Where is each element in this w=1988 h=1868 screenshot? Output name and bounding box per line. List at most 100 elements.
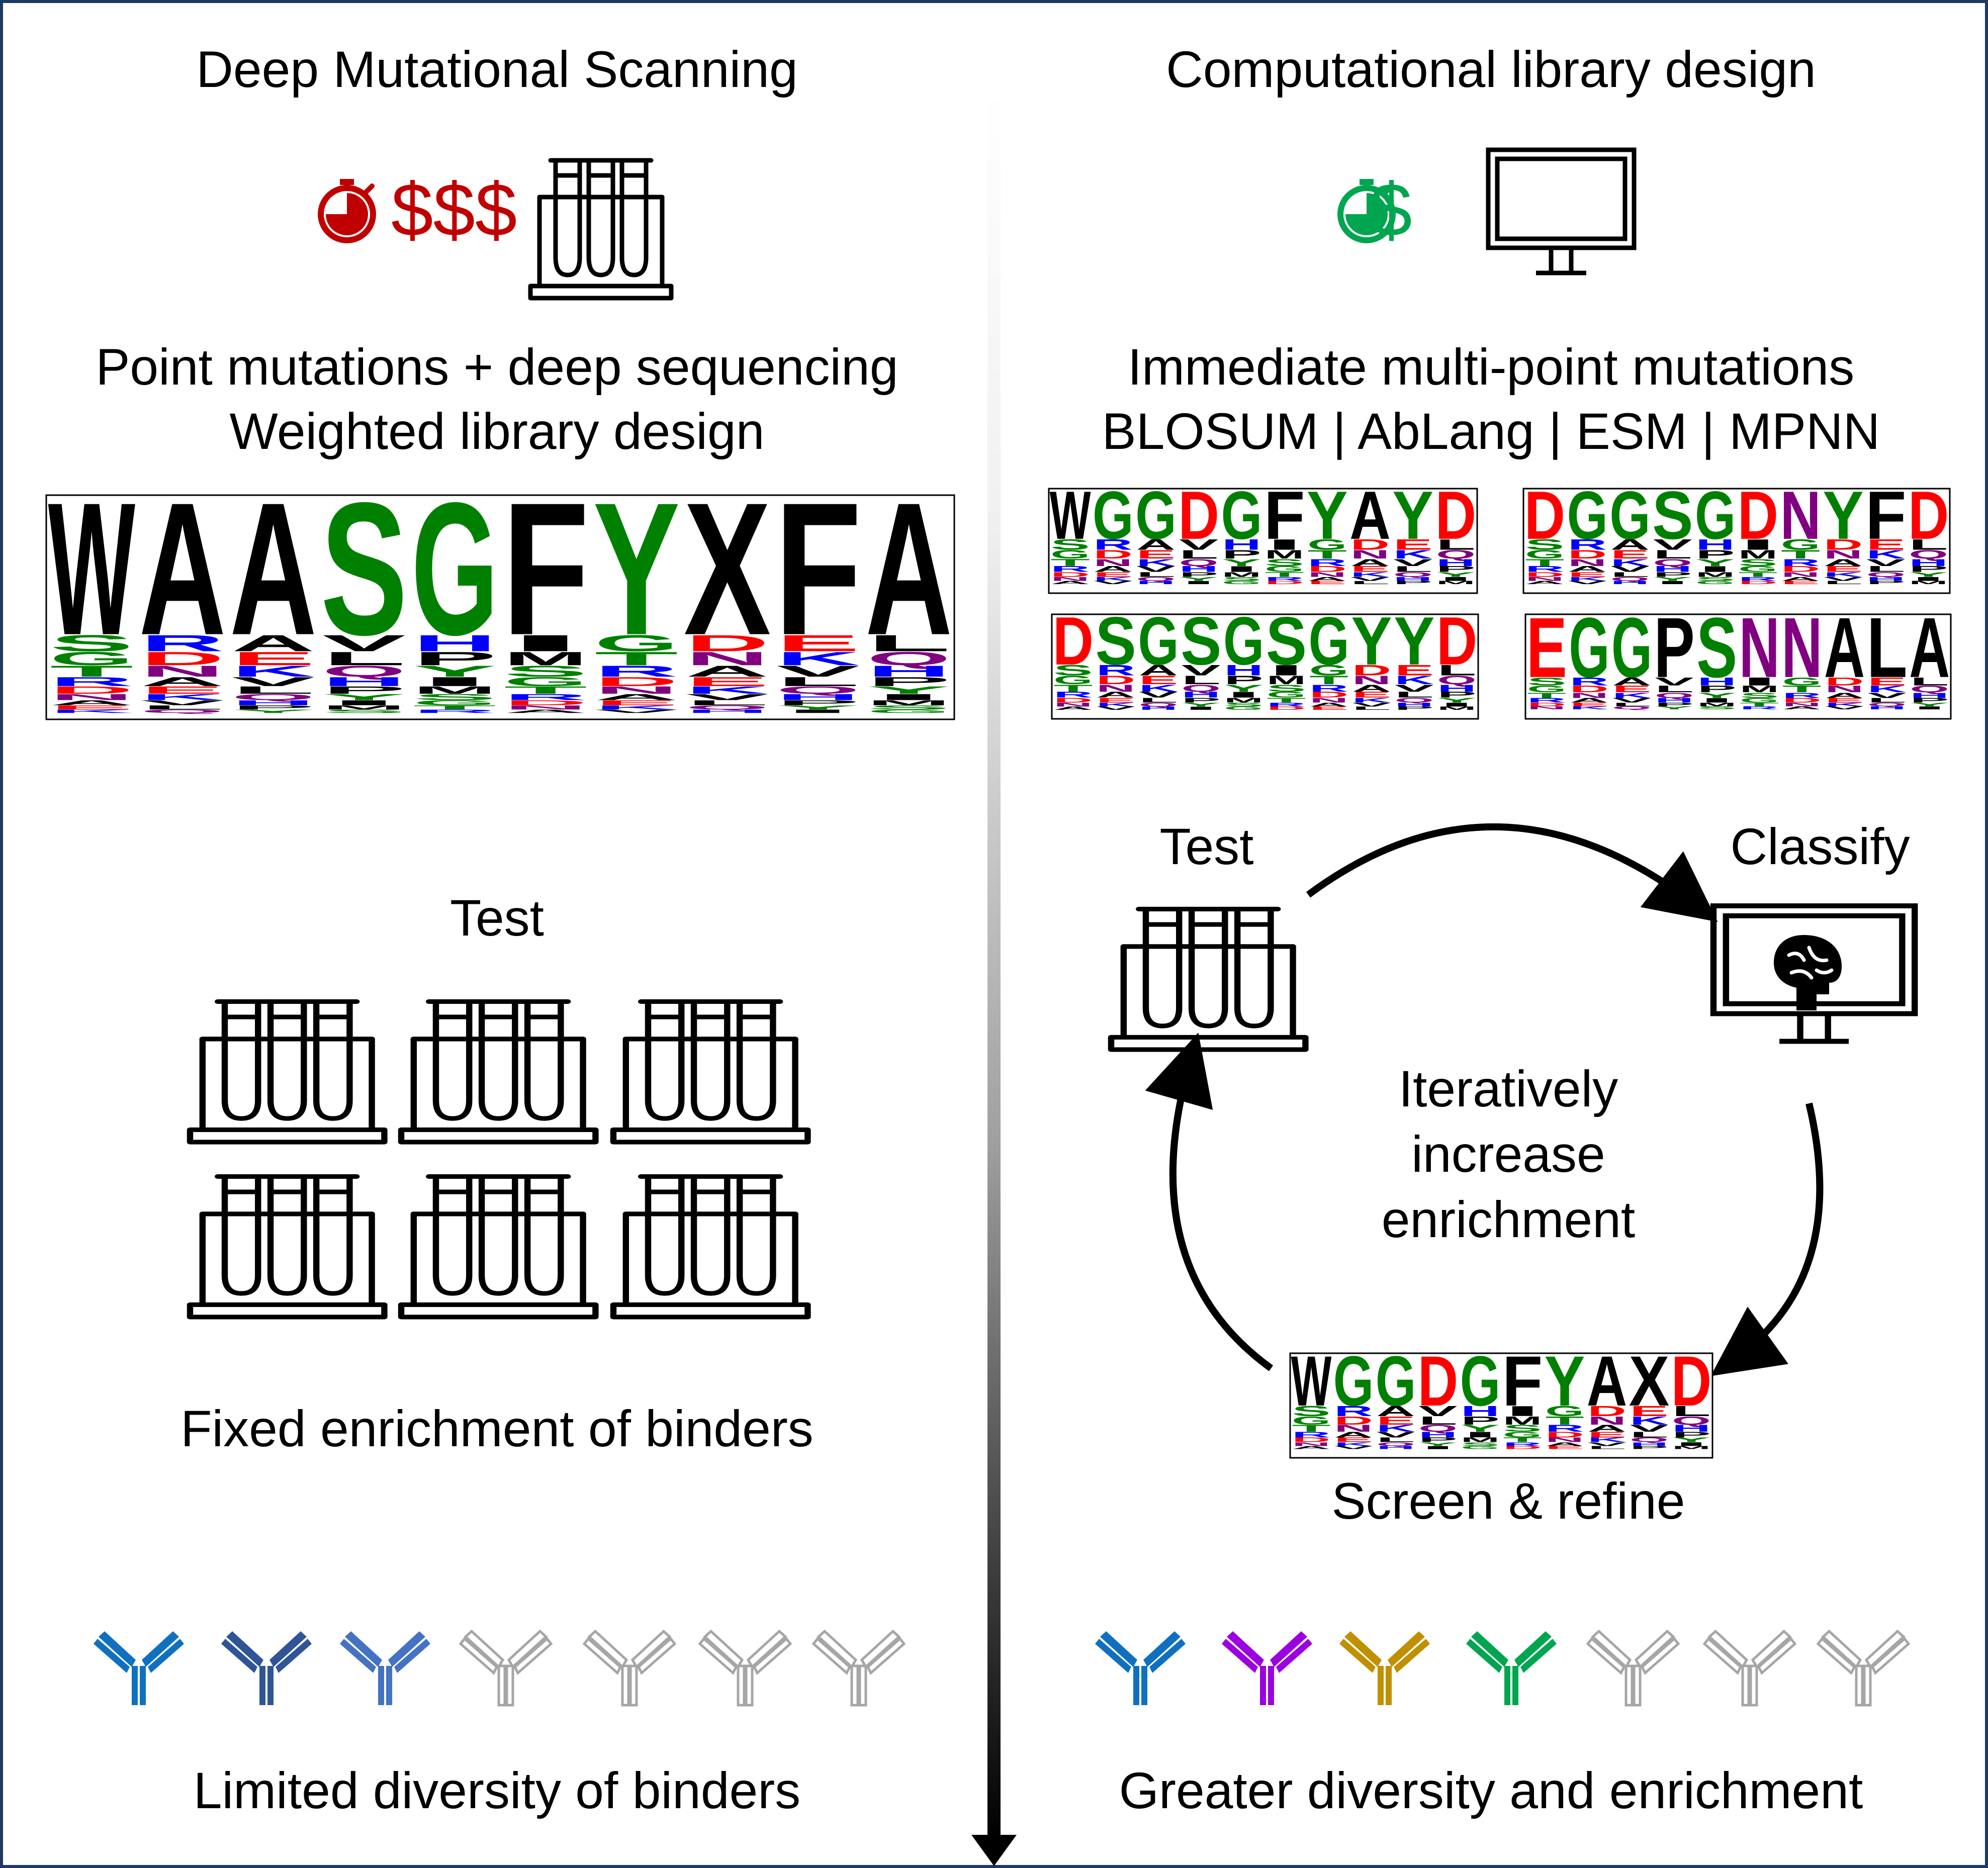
svg-text:L: L bbox=[1418, 1414, 1457, 1427]
svg-text:V: V bbox=[776, 663, 861, 680]
svg-text:M: M bbox=[1740, 684, 1779, 694]
svg-text:V: V bbox=[1655, 675, 1694, 688]
svg-text:N: N bbox=[1570, 691, 1609, 700]
svg-text:M: M bbox=[1461, 1436, 1499, 1444]
svg-text:P: P bbox=[1224, 674, 1263, 687]
svg-text:A: A bbox=[1094, 565, 1134, 574]
svg-text:H: H bbox=[685, 708, 771, 714]
svg-text:H: H bbox=[413, 630, 497, 656]
svg-text:H: H bbox=[1630, 1442, 1668, 1447]
svg-text:L: L bbox=[1587, 1445, 1626, 1450]
svg-text:T: T bbox=[1050, 557, 1090, 569]
svg-text:P: P bbox=[776, 699, 860, 707]
svg-text:N: N bbox=[1545, 1436, 1584, 1444]
svg-text:P: P bbox=[1418, 1436, 1460, 1444]
logo-residue: G bbox=[1138, 603, 1179, 679]
svg-text:K: K bbox=[1630, 1414, 1669, 1427]
logo-residue: N bbox=[1739, 600, 1780, 695]
svg-text:S: S bbox=[1527, 675, 1566, 688]
svg-text:I: I bbox=[1182, 706, 1221, 711]
logo-residue: A bbox=[865, 463, 952, 675]
svg-text:A: A bbox=[1570, 697, 1609, 704]
svg-text:T: T bbox=[1527, 691, 1569, 700]
svg-text:P: P bbox=[1672, 1431, 1710, 1439]
svg-text:I: I bbox=[776, 708, 860, 714]
svg-text:Q: Q bbox=[1182, 683, 1221, 694]
svg-text:T: T bbox=[1053, 683, 1093, 694]
svg-text:G: G bbox=[1696, 580, 1736, 585]
brain-icon bbox=[1774, 935, 1842, 1010]
svg-text:V: V bbox=[1825, 705, 1867, 710]
svg-text:H: H bbox=[1653, 565, 1692, 574]
svg-text:T: T bbox=[1267, 696, 1306, 704]
svg-text:P: P bbox=[1653, 571, 1693, 578]
svg-text:R: R bbox=[1545, 1424, 1585, 1434]
svg-text:A: A bbox=[1136, 536, 1176, 553]
svg-text:H: H bbox=[1697, 675, 1737, 688]
left-enrichment-label: Fixed enrichment of binders bbox=[180, 1400, 814, 1457]
svg-text:G: G bbox=[1781, 536, 1820, 553]
svg-text:A: A bbox=[1824, 557, 1863, 569]
svg-text:L: L bbox=[1352, 706, 1395, 711]
svg-text:R: R bbox=[50, 675, 133, 689]
svg-text:A: A bbox=[1587, 1424, 1627, 1434]
svg-text:D: D bbox=[1503, 1445, 1542, 1450]
right-title: Computational library design bbox=[1166, 41, 1816, 98]
svg-text:H: H bbox=[1672, 1424, 1710, 1434]
svg-text:N: N bbox=[595, 685, 678, 696]
svg-text:E: E bbox=[685, 675, 769, 689]
svg-text:L: L bbox=[1655, 684, 1694, 694]
svg-text:D: D bbox=[1050, 571, 1092, 578]
svg-text:G: G bbox=[1461, 1445, 1501, 1450]
svg-text:L: L bbox=[1672, 1403, 1710, 1419]
sequence-logo-right-4: ESGTRDNGRDNAEKGAEKVLQPVLQHPYSHPYIMSNIMSG… bbox=[1524, 600, 1952, 720]
svg-text:P: P bbox=[1697, 684, 1737, 694]
svg-text:G: G bbox=[413, 699, 498, 707]
svg-text:V: V bbox=[1139, 691, 1179, 700]
svg-text:D: D bbox=[50, 685, 133, 696]
svg-text:H: H bbox=[1222, 536, 1261, 553]
svg-text:E: E bbox=[1352, 691, 1392, 700]
svg-text:H: H bbox=[1395, 702, 1434, 708]
logo-residue: W bbox=[48, 463, 136, 675]
svg-text:K: K bbox=[1395, 674, 1435, 687]
svg-text:G: G bbox=[1224, 706, 1264, 711]
logo-residue: G bbox=[1695, 477, 1736, 553]
svg-text:P: P bbox=[1393, 580, 1433, 585]
logo-residue: S bbox=[320, 463, 407, 675]
svg-text:Y: Y bbox=[1224, 683, 1263, 694]
svg-text:S: S bbox=[504, 663, 587, 680]
svg-text:A: A bbox=[504, 708, 590, 714]
svg-text:R: R bbox=[1308, 557, 1347, 569]
svg-text:Q: Q bbox=[1139, 702, 1181, 708]
svg-text:L: L bbox=[1179, 548, 1218, 562]
svg-text:A: A bbox=[1545, 1442, 1586, 1447]
logo-residue: D bbox=[1524, 477, 1565, 553]
sequence-logo-left: WSGTRDNAEKARDNAEKVLQAAEKVLQHPYSVLQHPYIMS… bbox=[45, 463, 955, 720]
left-test-label: Test bbox=[449, 889, 545, 947]
svg-text:S: S bbox=[1267, 683, 1306, 694]
right-diversity-label: Greater diversity and enrichment bbox=[1119, 1762, 1863, 1819]
svg-text:D: D bbox=[1587, 1403, 1626, 1419]
svg-text:Y: Y bbox=[1179, 576, 1222, 582]
svg-text:E: E bbox=[1395, 662, 1434, 679]
svg-text:K: K bbox=[776, 648, 860, 670]
logo-residue: D bbox=[1435, 477, 1477, 553]
svg-text:I: I bbox=[1222, 565, 1261, 574]
svg-text:V: V bbox=[1587, 1442, 1626, 1447]
svg-text:D: D bbox=[595, 675, 678, 689]
svg-text:A: A bbox=[1525, 580, 1567, 585]
sequence-logo-screen: WSGTRDNAGRDNAEKVGAEKVLQHDVLQHPYIGHPYIMSG… bbox=[1289, 1341, 1713, 1459]
logo-residue: G bbox=[1569, 600, 1609, 695]
svg-text:K: K bbox=[1096, 702, 1136, 708]
svg-text:V: V bbox=[1867, 691, 1910, 700]
svg-text:K: K bbox=[1866, 548, 1907, 562]
svg-text:I: I bbox=[1672, 1442, 1711, 1447]
svg-text:E: E bbox=[595, 699, 678, 707]
svg-text:G: G bbox=[50, 648, 133, 670]
svg-text:N: N bbox=[504, 705, 587, 711]
svg-text:Y: Y bbox=[1909, 571, 1949, 578]
svg-text:Y: Y bbox=[1672, 1436, 1713, 1444]
svg-text:D: D bbox=[1781, 565, 1821, 574]
